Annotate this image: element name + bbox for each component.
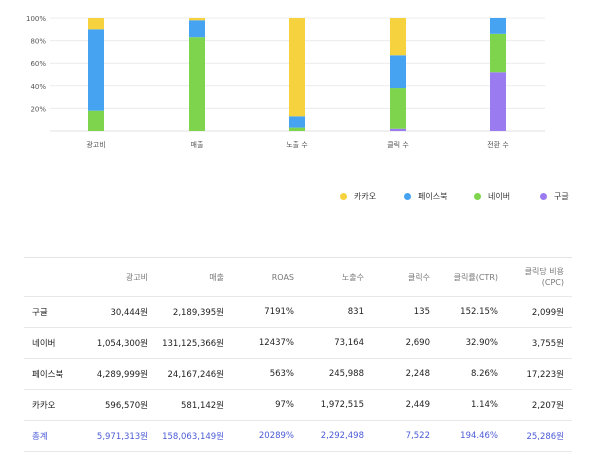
bar-segment[interactable] bbox=[390, 88, 406, 129]
table-row-google: 구글 30,444원 2,189,395원 7191% 831 135 152.… bbox=[24, 297, 572, 328]
y-tick-label: 60% bbox=[30, 60, 46, 68]
cell-revenue: 131,125,366원 bbox=[162, 339, 224, 349]
cell-revenue: 158,063,149원 bbox=[162, 432, 224, 442]
bar-segment[interactable] bbox=[390, 55, 406, 89]
cell-ad-cost: 30,444원 bbox=[110, 308, 148, 318]
row-name: 총계 bbox=[32, 432, 48, 442]
bar-segment[interactable] bbox=[88, 18, 104, 30]
cell-impressions: 831 bbox=[347, 307, 364, 317]
x-tick-label: 광고비 bbox=[86, 140, 105, 149]
bar-segment[interactable] bbox=[88, 110, 104, 131]
header-cell-impressions: 노출수 bbox=[341, 272, 364, 282]
bar-segment[interactable] bbox=[390, 128, 406, 131]
legend-dot-facebook bbox=[404, 192, 411, 200]
chart-legend: 카카오 페이스북 네이버 구글 bbox=[336, 188, 576, 204]
cell-impressions: 245,988 bbox=[328, 369, 364, 379]
cell-clicks: 2,449 bbox=[405, 400, 430, 410]
row-name: 카카오 bbox=[32, 401, 56, 411]
header-cell-ad-cost: 광고비 bbox=[125, 272, 148, 282]
cell-clicks: 7,522 bbox=[405, 431, 430, 441]
bar-segment[interactable] bbox=[189, 37, 205, 131]
header-cell-clicks: 클릭수 bbox=[407, 272, 430, 282]
legend-item-kakao[interactable]: 카카오 bbox=[340, 188, 376, 204]
legend-dot-google bbox=[540, 192, 547, 200]
cell-ctr: 152.15% bbox=[460, 307, 498, 317]
bar-segment[interactable] bbox=[189, 18, 205, 21]
x-tick-label: 전환 수 bbox=[487, 140, 509, 149]
cell-cpc: 25,286원 bbox=[526, 432, 564, 442]
stacked-bar-chart: 100% 80% 60% 40% 20% 광고비 매출 노출 수 클릭 수 전환 수 bbox=[26, 15, 545, 149]
table-header-row: 광고비 매출 ROAS 노출수 클릭수 클릭률(CTR) 클릭당 비용 (CPC… bbox=[24, 258, 572, 297]
legend-dot-kakao bbox=[340, 192, 347, 200]
header-cell-cpc: 클릭당 비용 (CPC) bbox=[524, 267, 564, 287]
cell-ad-cost: 596,570원 bbox=[105, 401, 148, 411]
cell-roas: 7191% bbox=[264, 307, 294, 317]
cell-roas: 12437% bbox=[258, 338, 294, 348]
cell-roas: 563% bbox=[269, 369, 294, 379]
cell-cpc: 17,223원 bbox=[526, 370, 564, 380]
bar-segment[interactable] bbox=[390, 18, 406, 56]
cell-ctr: 194.46% bbox=[460, 431, 498, 441]
cell-ad-cost: 4,289,999원 bbox=[96, 370, 148, 380]
row-name: 구글 bbox=[32, 308, 48, 318]
bar-segment[interactable] bbox=[289, 116, 305, 128]
cell-ctr: 8.26% bbox=[470, 369, 498, 379]
cell-clicks: 135 bbox=[413, 307, 430, 317]
ad-performance-table: 광고비 매출 ROAS 노출수 클릭수 클릭률(CTR) 클릭당 비용 (CPC… bbox=[24, 257, 572, 452]
cell-clicks: 2,248 bbox=[405, 369, 430, 379]
cell-revenue: 581,142원 bbox=[181, 401, 224, 411]
cell-revenue: 2,189,395원 bbox=[172, 308, 224, 318]
header-cell-roas: ROAS bbox=[271, 272, 294, 282]
y-tick-label: 100% bbox=[26, 15, 46, 23]
bar-segment[interactable] bbox=[189, 20, 205, 38]
cell-ad-cost: 1,054,300원 bbox=[96, 339, 148, 349]
cell-roas: 97% bbox=[275, 400, 294, 410]
x-tick-label: 노출 수 bbox=[286, 140, 308, 149]
bar-segment[interactable] bbox=[88, 29, 104, 111]
cell-impressions: 73,164 bbox=[334, 338, 364, 348]
cell-impressions: 1,972,515 bbox=[320, 400, 364, 410]
cell-cpc: 2,099원 bbox=[531, 308, 564, 318]
table-row-naver: 네이버 1,054,300원 131,125,366원 12437% 73,16… bbox=[24, 328, 572, 359]
y-tick-label: 80% bbox=[30, 38, 46, 46]
header-cell-channel bbox=[32, 258, 92, 296]
header-cell-revenue: 매출 bbox=[209, 272, 224, 282]
bar-segment[interactable] bbox=[490, 33, 506, 73]
header-cell-ctr: 클릭률(CTR) bbox=[453, 272, 498, 282]
table-row-total: 총계 5,971,313원 158,063,149원 20289% 2,292,… bbox=[24, 421, 572, 452]
cell-ctr: 1.14% bbox=[470, 400, 498, 410]
table-row-kakao: 카카오 596,570원 581,142원 97% 1,972,515 2,44… bbox=[24, 390, 572, 421]
x-tick-label: 클릭 수 bbox=[387, 141, 409, 149]
cell-roas: 20289% bbox=[258, 431, 294, 441]
bar-segment[interactable] bbox=[490, 18, 506, 34]
legend-label-naver: 네이버 bbox=[488, 191, 511, 201]
table-row-facebook: 페이스북 4,289,999원 24,167,246원 563% 245,988… bbox=[24, 359, 572, 390]
row-name: 네이버 bbox=[32, 339, 56, 349]
row-name: 페이스북 bbox=[32, 370, 64, 380]
legend-label-google: 구글 bbox=[554, 191, 569, 201]
legend-dot-naver bbox=[474, 192, 481, 200]
cell-revenue: 24,167,246원 bbox=[167, 370, 225, 380]
cell-clicks: 2,690 bbox=[405, 338, 430, 348]
y-tick-label: 20% bbox=[30, 105, 46, 113]
legend-item-naver[interactable]: 네이버 bbox=[474, 188, 510, 204]
x-tick-label: 매출 bbox=[191, 140, 204, 149]
cell-ctr: 32.90% bbox=[465, 338, 498, 348]
bar-segment[interactable] bbox=[289, 18, 305, 117]
legend-label-facebook: 페이스북 bbox=[418, 191, 448, 201]
bar-segment[interactable] bbox=[490, 72, 506, 131]
cell-cpc: 3,755원 bbox=[531, 339, 564, 349]
cell-ad-cost: 5,971,313원 bbox=[96, 432, 148, 442]
y-tick-label: 40% bbox=[30, 83, 46, 91]
legend-item-facebook[interactable]: 페이스북 bbox=[404, 188, 447, 204]
bar-segment[interactable] bbox=[289, 127, 305, 131]
cell-impressions: 2,292,498 bbox=[320, 431, 364, 441]
legend-label-kakao: 카카오 bbox=[354, 191, 377, 201]
cell-cpc: 2,207원 bbox=[531, 401, 564, 411]
legend-item-google[interactable]: 구글 bbox=[540, 188, 569, 204]
